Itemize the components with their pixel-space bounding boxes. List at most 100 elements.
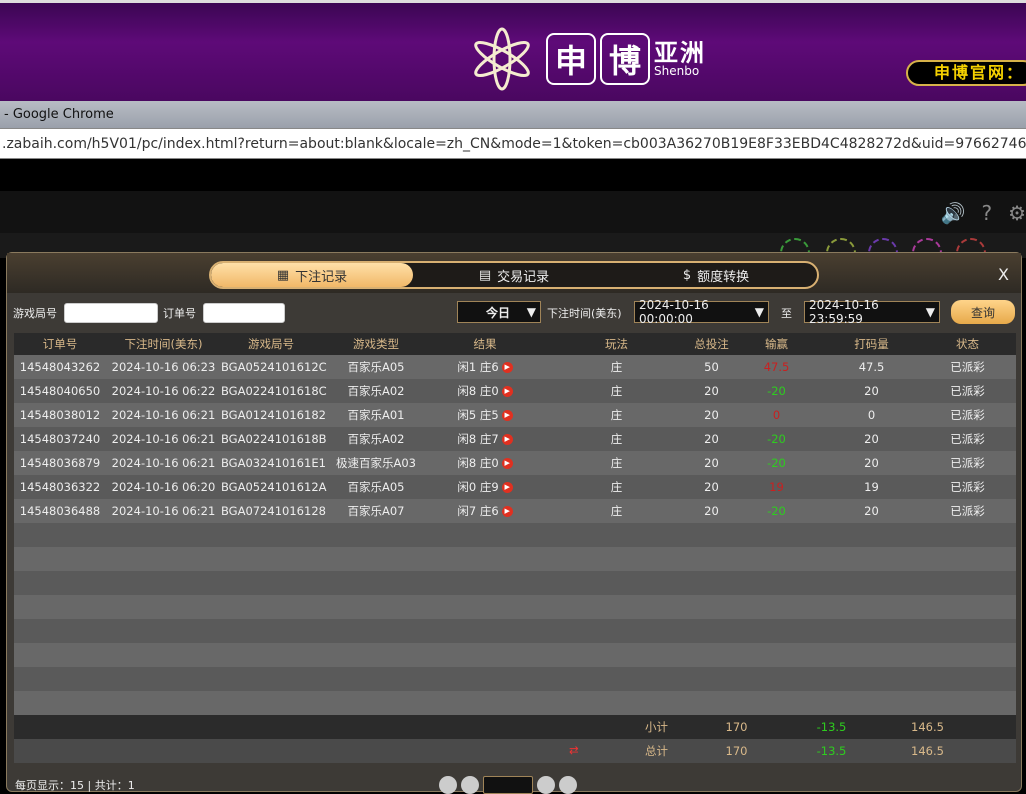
cell-text: 庄	[610, 456, 623, 470]
dropdown-arrow-icon: ▼	[925, 305, 935, 319]
tab-bet-records[interactable]: ▦ 下注记录	[211, 263, 413, 287]
first-page-button[interactable]	[439, 776, 457, 794]
cell-text: 0	[772, 408, 781, 422]
cell-text: 已派彩	[950, 504, 985, 518]
cell-text: 20	[704, 456, 719, 470]
subtotal-label: 小计	[645, 720, 668, 734]
to-label: 至	[781, 307, 792, 320]
cell: 2024-10-16 06:21	[106, 432, 221, 446]
cell: 0	[824, 408, 919, 422]
cell-text: 庄	[610, 360, 623, 374]
cell-text: 20	[864, 384, 879, 398]
cell: 14548037240	[14, 432, 106, 446]
play-replay-icon[interactable]: ▶	[501, 410, 513, 421]
table-row: 14548038012 2024-10-16 06:21 BGA0124101618…	[14, 403, 1016, 427]
cell: -20	[729, 432, 824, 446]
cell-text: 14548036879	[19, 456, 101, 470]
cell: 20	[694, 480, 729, 494]
shenbo-logo: 申 博 亚洲 Shenbo	[462, 19, 706, 99]
play-replay-icon[interactable]: ▶	[501, 362, 513, 373]
refresh-icon[interactable]: ⇄	[569, 743, 579, 757]
cell: 闲8 庄0 ▶	[431, 455, 539, 471]
cell: 闲5 庄5 ▶	[431, 407, 539, 423]
total-label: 总计	[645, 744, 668, 758]
official-site-label[interactable]: 申博官网：	[906, 60, 1026, 86]
cell: 已派彩	[919, 407, 1016, 423]
table-header: 订单号 下注时间(美东) 游戏局号 游戏类型 结果 玩法 总投注 输赢 打码量 状态	[14, 333, 1016, 355]
gear-icon[interactable]: ⚙	[1008, 201, 1026, 225]
tab-transfer[interactable]: $ 额度转换	[615, 263, 817, 287]
column-header: 状态	[956, 337, 979, 351]
cell-text: 14548037240	[19, 432, 101, 446]
total-row: ⇄ 总计 170 -13.5 146.5	[14, 739, 1016, 763]
query-button[interactable]: 查询	[951, 300, 1015, 324]
play-replay-icon[interactable]: ▶	[501, 458, 513, 469]
cell-text: 庄	[610, 480, 623, 494]
cell: 百家乐A02	[321, 383, 431, 399]
table-row: 14548037240 2024-10-16 06:21 BGA0224101618…	[14, 427, 1016, 451]
cell-text: 已派彩	[950, 456, 985, 470]
site-banner: 申 博 亚洲 Shenbo 申博官网：	[0, 0, 1026, 101]
play-replay-icon[interactable]: ▶	[501, 434, 513, 445]
cell-text: 20	[704, 408, 719, 422]
game-header: 🔊? ⚙	[0, 191, 1026, 233]
close-button[interactable]: X	[998, 265, 1009, 284]
cell: 2024-10-16 06:21	[106, 504, 221, 518]
play-replay-icon[interactable]: ▶	[501, 482, 513, 493]
cell-text: BGA01241016182	[221, 408, 326, 422]
browser-title-bar: - Google Chrome	[0, 101, 1026, 128]
last-page-button[interactable]	[559, 776, 577, 794]
cell: 2024-10-16 06:22	[106, 384, 221, 398]
help-icon[interactable]: ?	[981, 201, 993, 225]
logo-char-1: 申	[546, 33, 596, 85]
next-page-button[interactable]	[537, 776, 555, 794]
cell: 闲1 庄6 ▶	[431, 359, 539, 375]
cell-text: BGA0524101612A	[221, 480, 327, 494]
game-no-input[interactable]	[64, 303, 158, 323]
order-no-input[interactable]	[203, 303, 285, 323]
logo-sub-cn: 亚洲	[654, 39, 706, 67]
tab-transactions[interactable]: ▤ 交易记录	[413, 263, 615, 287]
empty-row	[14, 547, 1016, 571]
cell: 已派彩	[919, 383, 1016, 399]
cell: BGA0224101618C	[221, 384, 327, 398]
cell-text: 庄	[610, 384, 623, 398]
period-select[interactable]: 今日 ▼	[457, 301, 541, 323]
column-header: 游戏局号	[248, 337, 294, 351]
column-header: 总投注	[694, 337, 729, 351]
coin-icon: $	[682, 267, 692, 283]
cell: 19	[824, 480, 919, 494]
prev-page-button[interactable]	[461, 776, 479, 794]
page-input[interactable]	[483, 776, 533, 794]
play-replay-icon[interactable]: ▶	[501, 386, 513, 397]
cell-text: 2024-10-16 06:20	[111, 480, 216, 494]
cell: 已派彩	[919, 431, 1016, 447]
from-date-select[interactable]: 2024-10-16 00:00:00 ▼	[634, 298, 769, 326]
cell: 47.5	[729, 360, 824, 374]
cell: -20	[729, 384, 824, 398]
cell-text: 47.5	[763, 360, 790, 374]
address-bar[interactable]: .zabaih.com/h5V01/pc/index.html?return=a…	[0, 128, 1026, 159]
to-date-select[interactable]: 2024-10-16 23:59:59 ▼	[804, 298, 940, 326]
cell: 百家乐A05	[321, 359, 431, 375]
subtotal-row: 小计 170 -13.5 146.5	[14, 715, 1016, 739]
cell: 20	[824, 504, 919, 518]
sound-icon[interactable]: 🔊	[940, 201, 966, 225]
cell: 20	[824, 456, 919, 470]
play-replay-icon[interactable]: ▶	[501, 506, 513, 517]
cell: 已派彩	[919, 479, 1016, 495]
tab-label: 额度转换	[697, 269, 750, 285]
subtotal-winloss: -13.5	[816, 720, 847, 734]
cell: BGA07241016128	[221, 504, 326, 518]
empty-row	[14, 667, 1016, 691]
subtotal-bet: 170	[725, 720, 748, 734]
cell-text: 闲8 庄7	[457, 432, 499, 446]
cell: 庄	[539, 383, 694, 399]
table-row: 14548036879 2024-10-16 06:21 BGA032410161E…	[14, 451, 1016, 475]
cell-text: BGA0224101618B	[221, 432, 327, 446]
table-row: 14548036322 2024-10-16 06:20 BGA0524101612…	[14, 475, 1016, 499]
column-header: 订单号	[42, 337, 78, 351]
cell: 庄	[539, 431, 694, 447]
dropdown-arrow-icon: ▼	[754, 305, 764, 319]
cell-text: BGA07241016128	[221, 504, 326, 518]
